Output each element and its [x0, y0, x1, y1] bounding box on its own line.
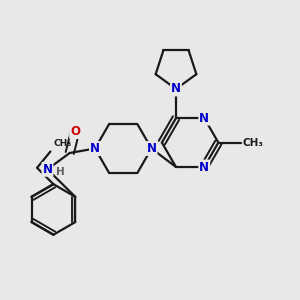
Text: N: N	[146, 142, 157, 155]
Text: N: N	[90, 142, 100, 155]
Text: N: N	[199, 112, 209, 124]
Text: N: N	[199, 160, 209, 173]
Text: CH₃: CH₃	[242, 138, 263, 148]
Text: CH₃: CH₃	[53, 139, 72, 148]
Text: N: N	[43, 163, 52, 176]
Text: H: H	[56, 167, 65, 177]
Text: O: O	[70, 125, 80, 138]
Text: N: N	[171, 82, 181, 95]
